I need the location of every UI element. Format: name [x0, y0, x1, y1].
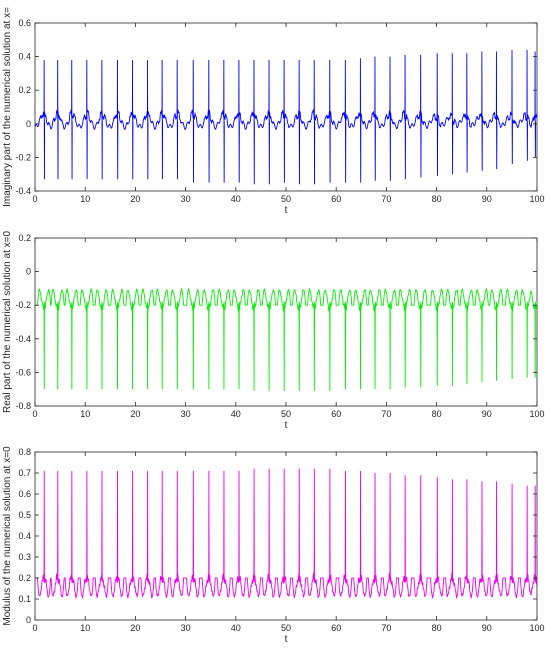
y-tick-label: -0.8: [15, 401, 31, 411]
x-tick-label: 100: [529, 409, 544, 419]
y-tick-label: 0.2: [18, 573, 31, 583]
x-tick-label: 70: [381, 194, 391, 204]
x-tick-label: 80: [432, 623, 442, 633]
x-tick-label: 50: [281, 623, 291, 633]
y-tick-label: 0.1: [18, 594, 31, 604]
y-tick-label: 0.5: [18, 510, 31, 520]
y-tick-label: 0.4: [18, 52, 31, 62]
y-tick-label: 0: [26, 615, 31, 625]
y-tick-label: 0.4: [18, 531, 31, 541]
chart-panel-mod: 0 0.1 0.2 0.3 0.4 0.5 0.6 0.7 0.8 0 10 20 30 40 50 60 70…: [2, 446, 545, 645]
x-tick-label: 20: [130, 409, 140, 419]
x-tick-label: 10: [80, 194, 90, 204]
x-tick-label: 70: [381, 409, 391, 419]
x-tick-label: 100: [529, 623, 544, 633]
y-axis-label: Modulus of the numerical solution at x=0: [2, 446, 13, 626]
x-tick-label: 40: [231, 409, 241, 419]
x-tick-label: 0: [32, 409, 37, 419]
x-axis-label: t: [285, 420, 288, 431]
series-line-imag: [34, 49, 538, 185]
series-line-real: [35, 287, 538, 391]
x-tick-label: 90: [482, 194, 492, 204]
plot-area-imag: [34, 22, 538, 192]
x-tick-label: 50: [281, 409, 291, 419]
x-tick-label: 60: [331, 409, 341, 419]
x-tick-label: 10: [80, 409, 90, 419]
y-axis-label: Real part of the numerical solution at x…: [2, 231, 13, 413]
x-tick-label: 90: [482, 623, 492, 633]
x-tick-label: 60: [331, 623, 341, 633]
x-tick-label: 50: [281, 194, 291, 204]
y-tick-label: 0.2: [18, 85, 31, 95]
x-tick-label: 80: [432, 194, 442, 204]
x-tick-label: 0: [32, 623, 37, 633]
x-tick-label: 30: [181, 194, 191, 204]
series-line-mod: [35, 468, 538, 600]
y-tick-label: 0.2: [18, 233, 31, 243]
x-tick-label: 70: [381, 623, 391, 633]
y-tick-label: 0.8: [18, 447, 31, 457]
x-tick-label: 30: [181, 409, 191, 419]
y-tick-label: 0.6: [18, 489, 31, 499]
y-tick-label: 0: [26, 119, 31, 129]
y-tick-label: 0.3: [18, 552, 31, 562]
y-tick-label: -0.4: [15, 334, 31, 344]
y-tick-label: -0.6: [15, 367, 31, 377]
x-tick-label: 100: [529, 194, 544, 204]
x-tick-label: 10: [80, 623, 90, 633]
y-tick-label: -0.4: [15, 186, 31, 196]
plot-area-real: [34, 237, 538, 407]
x-axis-label: t: [285, 205, 288, 216]
chart-panel-imag: -0.4 -0.2 0 0.2 0.4 0.6 0 10 20 30 40 50 60 70 80 90 100…: [2, 7, 545, 216]
x-tick-label: 60: [331, 194, 341, 204]
x-tick-label: 30: [181, 623, 191, 633]
x-tick-label: 80: [432, 409, 442, 419]
x-tick-label: 90: [482, 409, 492, 419]
y-tick-label: -0.2: [15, 300, 31, 310]
chart-panel-real: -0.8 -0.6 -0.4 -0.2 0 0.2 0 10 20 30 40 50 60 70 80 90 1…: [2, 231, 545, 431]
x-tick-label: 40: [231, 623, 241, 633]
y-tick-label: 0: [26, 267, 31, 277]
y-tick-label: 0.6: [18, 18, 31, 28]
x-tick-label: 20: [130, 623, 140, 633]
x-tick-label: 40: [231, 194, 241, 204]
y-axis-label: Imaginary part of the numerical solution…: [2, 7, 13, 207]
x-tick-label: 0: [32, 194, 37, 204]
x-axis-label: t: [285, 634, 288, 645]
x-tick-label: 20: [130, 194, 140, 204]
y-tick-label: 0.7: [18, 468, 31, 478]
y-tick-label: -0.2: [15, 152, 31, 162]
plot-area-mod: [34, 451, 538, 621]
